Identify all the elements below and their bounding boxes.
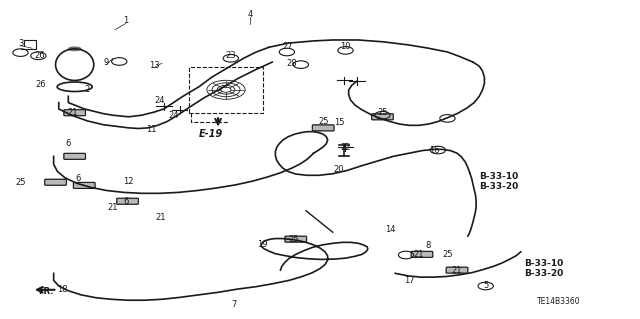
Text: FR.: FR.: [38, 287, 54, 296]
Text: 9: 9: [104, 58, 109, 67]
Text: 26: 26: [36, 80, 46, 89]
FancyBboxPatch shape: [312, 125, 334, 131]
Text: 15: 15: [334, 118, 344, 127]
Text: 21: 21: [452, 266, 462, 275]
Text: B-33-20: B-33-20: [524, 269, 563, 278]
FancyBboxPatch shape: [372, 114, 394, 120]
FancyBboxPatch shape: [64, 110, 86, 116]
Text: 12: 12: [124, 177, 134, 186]
Text: 27: 27: [283, 42, 294, 51]
FancyBboxPatch shape: [285, 236, 307, 242]
Text: 6: 6: [75, 174, 81, 183]
Text: 26: 26: [35, 51, 45, 60]
Text: 28: 28: [286, 59, 296, 68]
Text: 22: 22: [340, 143, 351, 152]
Text: B-33-10: B-33-10: [479, 172, 518, 181]
Text: 16: 16: [429, 145, 440, 154]
FancyBboxPatch shape: [446, 267, 468, 273]
Text: 21: 21: [413, 250, 424, 259]
Text: 6: 6: [123, 197, 129, 206]
Text: 5: 5: [483, 281, 488, 290]
Text: E-19: E-19: [199, 130, 223, 139]
Text: 25: 25: [442, 250, 452, 259]
Text: TE14B3360: TE14B3360: [537, 297, 580, 306]
Text: 19: 19: [257, 241, 268, 249]
Text: 17: 17: [404, 276, 415, 285]
Text: 10: 10: [340, 42, 351, 51]
Text: 13: 13: [149, 61, 159, 70]
FancyBboxPatch shape: [116, 198, 138, 204]
Text: 25: 25: [15, 178, 26, 187]
Text: 23: 23: [225, 51, 236, 60]
Text: 3: 3: [18, 39, 23, 48]
Text: 24: 24: [154, 96, 164, 105]
FancyBboxPatch shape: [64, 153, 86, 160]
Text: 25: 25: [288, 235, 298, 244]
FancyBboxPatch shape: [45, 179, 67, 185]
FancyBboxPatch shape: [74, 182, 95, 189]
Text: 24: 24: [168, 111, 179, 120]
Text: 8: 8: [426, 241, 431, 250]
Text: 21: 21: [156, 212, 166, 222]
Text: 6: 6: [66, 139, 71, 148]
Text: 20: 20: [334, 165, 344, 174]
Text: 25: 25: [318, 117, 328, 126]
Text: 7: 7: [231, 300, 237, 309]
Text: 14: 14: [385, 225, 396, 234]
Text: B-33-10: B-33-10: [524, 259, 563, 268]
Ellipse shape: [68, 47, 81, 51]
Text: 21: 21: [67, 108, 78, 117]
Text: 4: 4: [247, 10, 253, 19]
Text: 25: 25: [377, 108, 388, 117]
Text: 1: 1: [123, 17, 128, 26]
Text: B-33-20: B-33-20: [479, 182, 518, 190]
FancyBboxPatch shape: [411, 251, 433, 257]
Text: 18: 18: [56, 285, 67, 294]
Text: 11: 11: [146, 125, 156, 134]
Text: 2: 2: [84, 85, 90, 94]
Text: 21: 21: [108, 203, 118, 212]
